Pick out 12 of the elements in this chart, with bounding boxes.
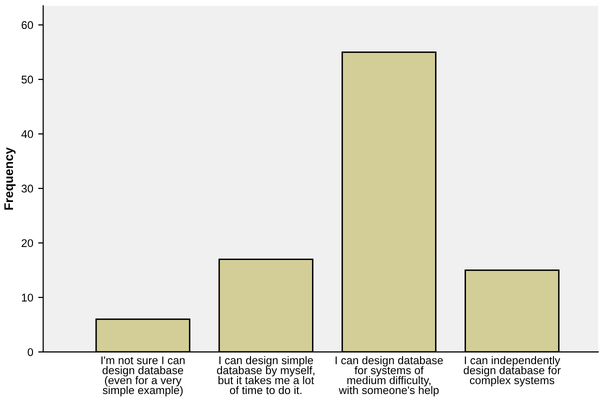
- y-tick-label: 0: [28, 348, 34, 356]
- x-tick-label: I can design database for systems of medium difficulty, with someone's help: [336, 356, 443, 396]
- y-tick-label: 20: [22, 239, 34, 248]
- y-tick-label: 40: [21, 130, 34, 138]
- y-tick-label: 50: [22, 76, 34, 84]
- y-tick-label: 30: [22, 184, 34, 193]
- y-tick-label: 10: [22, 294, 34, 302]
- x-tick-label: I can independently design database for complex systems: [464, 356, 561, 386]
- y-tick-label: 60: [22, 21, 34, 30]
- y-axis-title: Frequency: [4, 147, 16, 210]
- x-tick-label: I can design simple database by myself, but it takes me a lot of time to do it.: [217, 356, 314, 394]
- x-tick-label: I'm not sure I can design database (even for a very simple example): [101, 356, 185, 396]
